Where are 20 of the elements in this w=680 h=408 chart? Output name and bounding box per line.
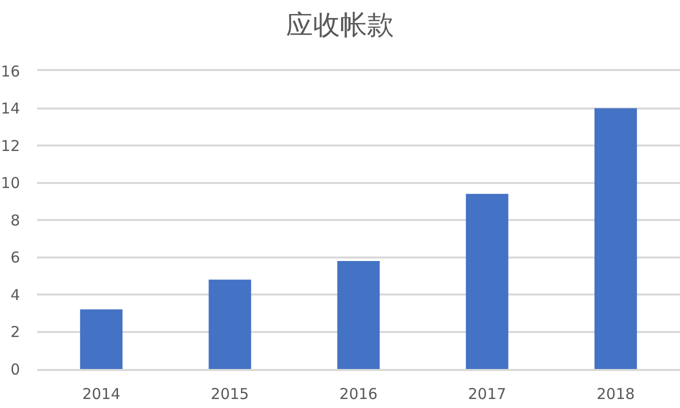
x-tick-label: 2015: [210, 384, 249, 403]
y-tick-label: 6: [10, 248, 20, 266]
y-tick-label: 16: [0, 62, 20, 80]
y-tick-label: 14: [0, 100, 20, 118]
bar: [208, 280, 252, 369]
x-tick-label: 2016: [339, 384, 378, 403]
x-tick-label: 2018: [596, 384, 635, 403]
chart-title: 应收帐款: [286, 10, 394, 41]
bar: [594, 108, 637, 369]
y-tick-label: 2: [10, 323, 20, 341]
bar: [337, 260, 380, 369]
x-tick-label: 2017: [468, 384, 506, 403]
y-tick-label: 0: [10, 360, 20, 378]
bar: [80, 309, 123, 369]
y-tick-label: 8: [10, 211, 20, 230]
x-tick-label: 2014: [82, 384, 120, 403]
y-tick-label: 10: [0, 174, 20, 192]
y-tick-label: 12: [0, 136, 20, 155]
bar: [466, 194, 508, 369]
y-tick-label: 4: [10, 286, 20, 304]
